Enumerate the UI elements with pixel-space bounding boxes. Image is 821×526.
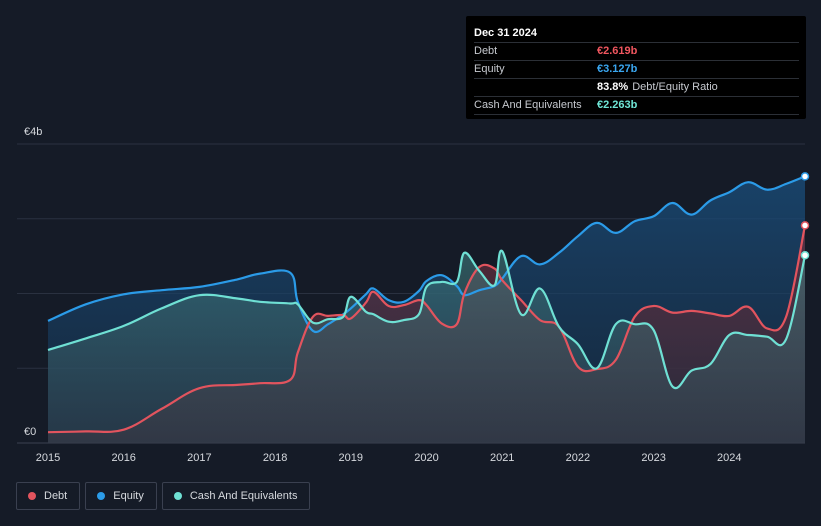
- tooltip-label: [474, 79, 597, 96]
- tooltip-value-cash: €2.263b: [597, 99, 638, 111]
- x-tick-label: 2018: [263, 452, 287, 464]
- x-tick-label: 2015: [36, 452, 60, 464]
- legend-label: Cash And Equivalents: [189, 490, 298, 502]
- tooltip-row-cash: Cash And Equivalents €2.263b: [474, 96, 799, 115]
- x-tick-label: 2021: [490, 452, 514, 464]
- x-tick-label: 2024: [717, 452, 741, 464]
- series-areas: [48, 176, 805, 443]
- x-tick-label: 2023: [641, 452, 665, 464]
- legend-label: Equity: [113, 490, 144, 502]
- tooltip-value-equity: €3.127b: [597, 63, 638, 75]
- tooltip-label: Equity: [474, 63, 505, 75]
- tooltip-row-equity: Equity €3.127b: [474, 60, 799, 78]
- tooltip-date: Dec 31 2024: [474, 27, 537, 39]
- tooltip-label: Cash And Equivalents: [474, 99, 582, 111]
- legend-label: Debt: [44, 490, 68, 502]
- chart-legend: Debt Equity Cash And Equivalents: [16, 482, 315, 510]
- tooltip-label: Debt: [474, 45, 498, 57]
- y-tick-label: €0: [24, 426, 36, 438]
- tooltip-value-debt: €2.619b: [597, 45, 638, 57]
- tooltip-row-debt: Debt €2.619b: [474, 42, 799, 60]
- debt-dot-icon: [28, 492, 36, 500]
- y-tick-label: €4b: [24, 126, 42, 138]
- debt-end-marker: [800, 221, 810, 230]
- x-tick-label: 2016: [111, 452, 135, 464]
- cash-line: [47, 249, 807, 390]
- legend-item-equity[interactable]: Equity: [85, 482, 157, 510]
- cash-dot-icon: [173, 492, 182, 500]
- equity-end-marker: [800, 172, 810, 181]
- tooltip-panel: Dec 31 2024 Debt €2.619b Equity €3.127b …: [466, 16, 806, 119]
- tooltip-row-ratio: 83.8% Debt/Equity Ratio: [474, 78, 799, 96]
- x-tick-label: 2020: [414, 452, 438, 464]
- x-tick-label: 2019: [339, 452, 363, 464]
- tooltip-ratio-caption: Debt/Equity Ratio: [632, 81, 718, 93]
- x-tick-label: 2017: [187, 452, 211, 464]
- axis-labels: 2015 2016 2017 2018 2019 2020 2021 2022 2023 2024…: [24, 126, 742, 464]
- debt-line: [47, 225, 807, 434]
- x-tick-label: 2022: [566, 452, 590, 464]
- legend-item-cash[interactable]: Cash And Equivalents: [161, 482, 311, 510]
- equity-dot-icon: [97, 492, 106, 500]
- cash-end-marker: [800, 251, 810, 260]
- equity-line: [47, 175, 806, 334]
- series-end-markers: [800, 172, 810, 260]
- legend-item-debt[interactable]: Debt: [16, 482, 81, 510]
- series-lines: [47, 175, 807, 434]
- tooltip-value-ratio: 83.8%: [597, 81, 629, 93]
